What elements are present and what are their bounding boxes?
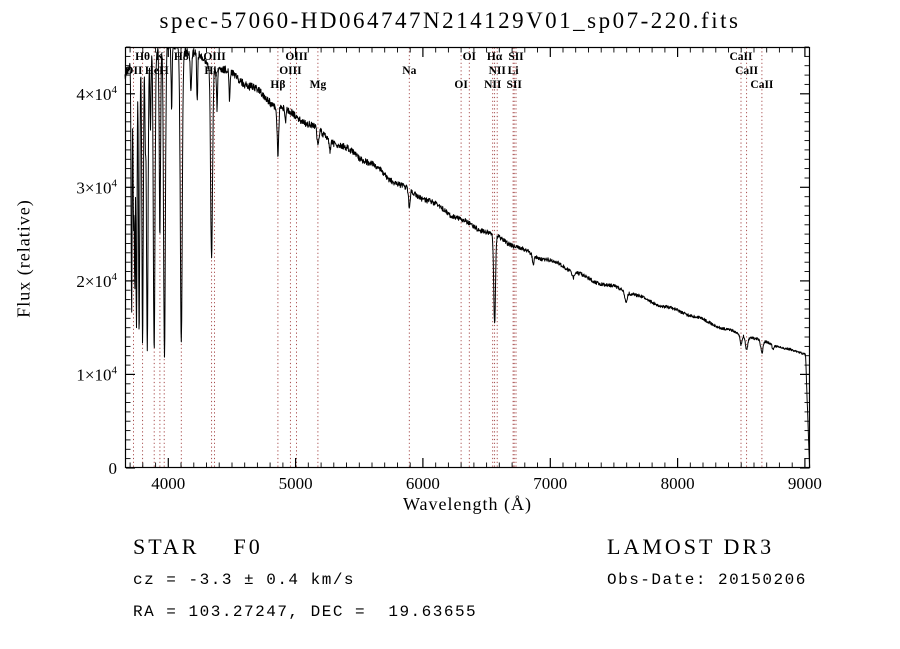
- spectral-line-label: SII: [508, 51, 524, 63]
- spectral-line-label: K: [155, 51, 164, 63]
- tick-labels-group: 4000 5000 6000 7000 8000 9000 0 1×104 2×104 3×104…: [76, 84, 821, 493]
- spectral-line-label: OIII: [285, 51, 308, 63]
- spectral-line-label: CaII: [750, 79, 774, 91]
- spectral-line-label: OIII: [279, 65, 302, 77]
- plot-title: spec-57060-HD064747N214129V01_sp07-220.f…: [159, 8, 741, 33]
- ra-dec-text: RA = 103.27247, DEC = 19.63655: [133, 603, 478, 621]
- x-tick-label: 9000: [788, 474, 822, 493]
- spectral-line-label: Hα: [487, 51, 503, 63]
- spectral-line-label: Hγ: [204, 65, 219, 77]
- x-tick-label: 5000: [279, 474, 313, 493]
- spectral-line-label: SII: [507, 79, 523, 91]
- obs-date-text: Obs-Date: 20150206: [607, 571, 807, 589]
- spectral-line-label: NII: [489, 65, 507, 77]
- radial-velocity-text: cz = -3.3 ± 0.4 km/s: [133, 571, 356, 589]
- spectral-line-label: OIII: [203, 51, 226, 63]
- x-tick-label: 4000: [151, 474, 185, 493]
- spectral-line-label: OII: [125, 65, 143, 77]
- spectral-line-label: NII: [484, 79, 502, 91]
- x-tick-label: 6000: [406, 474, 440, 493]
- spectral-line-label: CaII: [735, 65, 759, 77]
- x-tick-label: 7000: [533, 474, 567, 493]
- plot-frame: [124, 46, 811, 469]
- spectral-line-label: CaII: [729, 51, 753, 63]
- y-tick-label: 1×104: [76, 364, 117, 384]
- y-tick-label: 4×104: [76, 84, 117, 104]
- survey-label: LAMOST DR3: [607, 534, 775, 559]
- spectral-line-label: Li: [508, 65, 520, 77]
- spectral-line-label: Hβ: [270, 79, 285, 91]
- spectral-line-label: OI: [454, 79, 468, 91]
- spectral-line-label: HeI: [145, 65, 164, 77]
- spectrum-flux-curve: [124, 47, 811, 469]
- spectral-line-label: H: [160, 65, 169, 77]
- y-tick-label: 0: [109, 459, 118, 478]
- marker-lines-group: [133, 47, 763, 468]
- spectrum-line-group: [124, 47, 811, 469]
- spectral-line-label: OI: [463, 51, 477, 63]
- classification-label: STAR F0: [133, 534, 263, 559]
- spectral-line-label: Mg: [310, 79, 327, 91]
- x-axis-label: Wavelength (Å): [402, 494, 532, 514]
- axes-group: [124, 46, 811, 469]
- x-tick-label: 8000: [661, 474, 695, 493]
- spectral-line-label: Hδ: [174, 51, 189, 63]
- spectral-line-label: Hθ: [135, 51, 150, 63]
- y-tick-label: 3×104: [76, 177, 117, 197]
- y-tick-label: 2×104: [76, 271, 117, 291]
- spectral-line-label: Na: [402, 65, 416, 77]
- line-marker-labels-group: OII Hθ HeI KH Hδ Hγ OIII Hβ OIII OIII Mg Na OI OI NII H…: [125, 51, 774, 91]
